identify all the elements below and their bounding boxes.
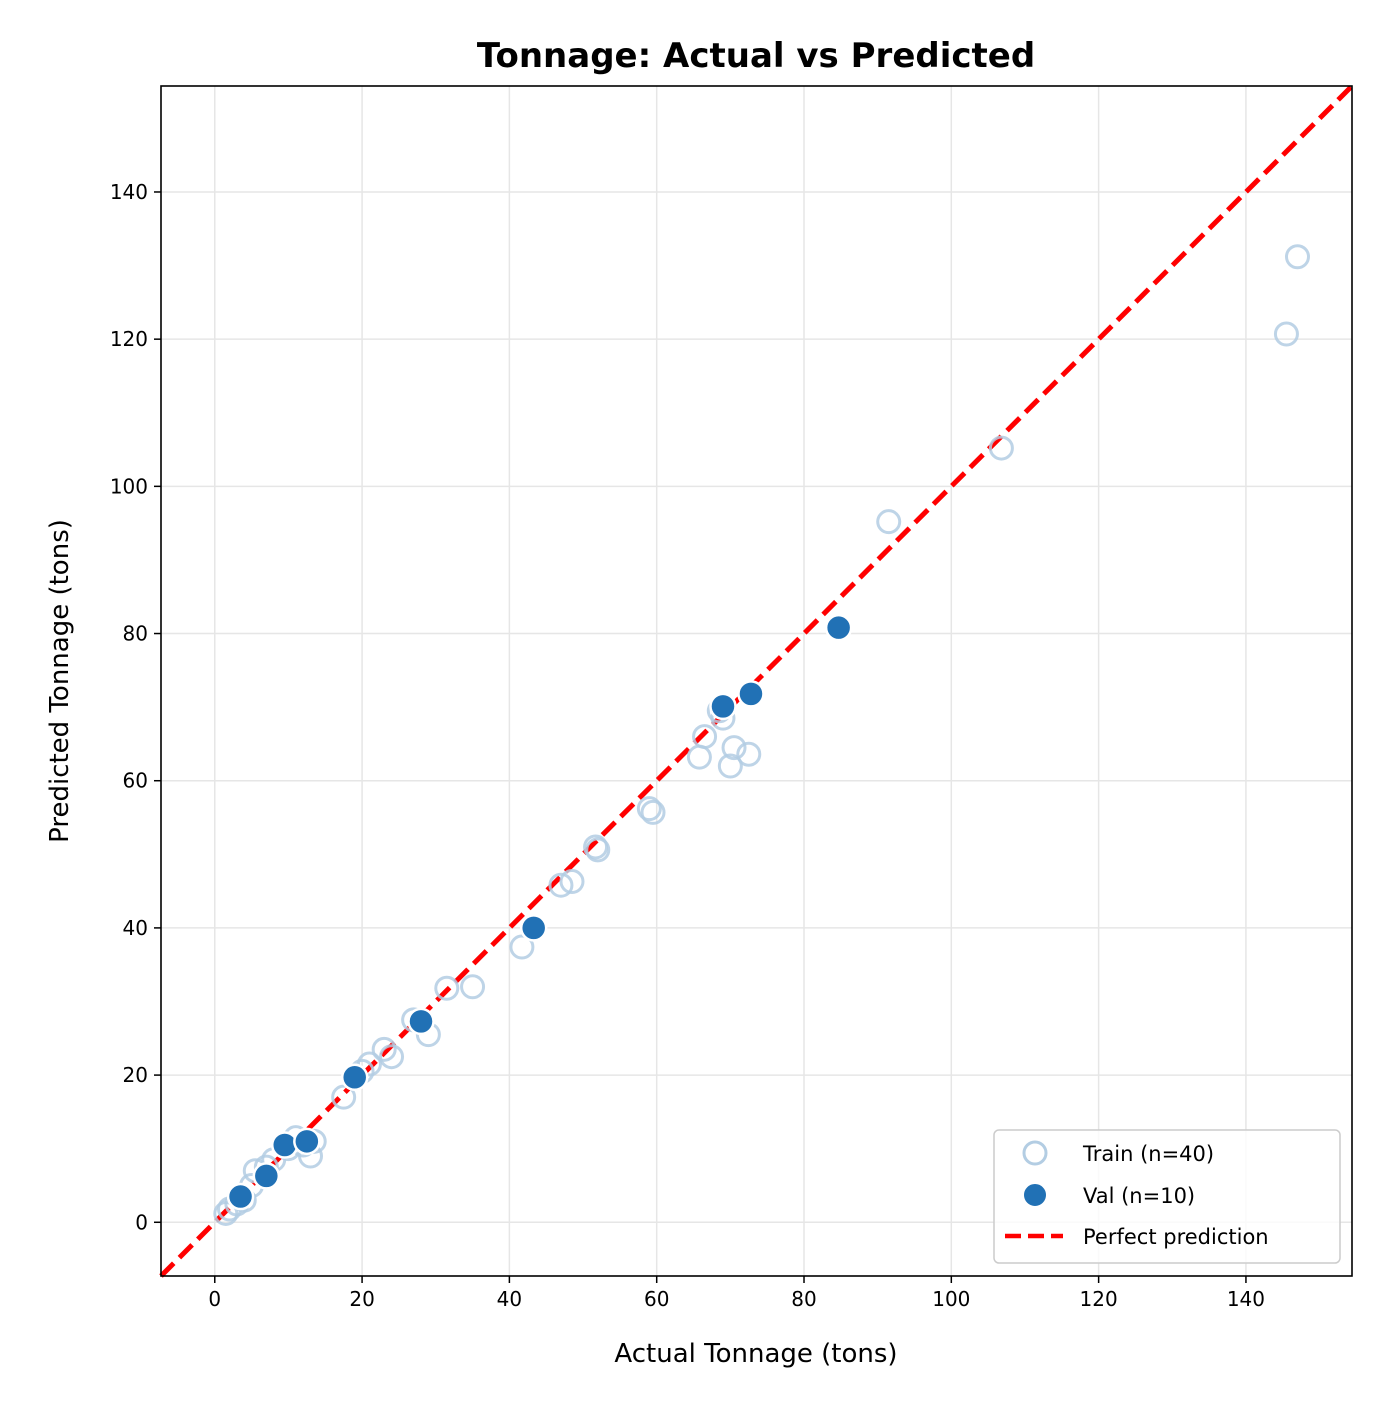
x-tick-label: 20 (349, 1287, 374, 1311)
val-point (709, 692, 737, 721)
train-point (460, 974, 486, 1000)
val-point (737, 680, 765, 708)
train-point (686, 744, 712, 770)
legend-frame (993, 1129, 1341, 1264)
val-point (519, 914, 548, 942)
x-tick-label: 100 (932, 1287, 970, 1311)
legend-val-marker (1022, 1182, 1048, 1208)
legend-train-label: Train (n=40) (1082, 1142, 1214, 1166)
train-point (356, 1051, 382, 1077)
val-point (226, 1182, 255, 1211)
y-axis-label: Predicted Tonnage (tons) (45, 519, 75, 843)
train-point (434, 975, 460, 1001)
val-point (252, 1162, 281, 1190)
train-point (876, 509, 902, 535)
train-point (585, 837, 611, 863)
perfect-prediction-line (159, 84, 1354, 1278)
train-point (548, 872, 574, 898)
legend: Train (n=40) Val (n=10) Perfect predicti… (993, 1129, 1341, 1264)
train-point (583, 834, 609, 860)
x-tick-label: 80 (791, 1287, 816, 1311)
val-point (293, 1127, 321, 1156)
points (213, 244, 1310, 1226)
train-point (736, 741, 762, 767)
train-point (1273, 321, 1299, 347)
grid (161, 86, 1352, 1276)
y-tick-label: 60 (123, 769, 148, 793)
train-point (371, 1036, 397, 1062)
x-tick-label: 120 (1080, 1287, 1118, 1311)
plot-frame (160, 85, 1353, 1277)
y-tick-label: 100 (110, 474, 148, 498)
perfect-prediction-segment (159, 84, 1354, 1278)
train-point (721, 735, 747, 761)
ticks: 0 20 40 60 80 100 120 140 0 20 40 60 80 100 120 140 (110, 180, 1265, 1311)
val-point (340, 1063, 369, 1092)
x-axis-label: Actual Tonnage (tons) (614, 1339, 897, 1369)
y-tick-label: 20 (123, 1063, 148, 1087)
y-tick-label: 0 (135, 1210, 148, 1234)
train-point (559, 869, 585, 895)
val-point (824, 613, 853, 642)
train-point (1284, 244, 1310, 270)
chart-title: Tonnage: Actual vs Predicted (477, 36, 1035, 76)
x-tick-label: 40 (497, 1287, 522, 1311)
x-tick-label: 0 (208, 1287, 221, 1311)
train-point (331, 1084, 357, 1110)
val-point (270, 1131, 299, 1159)
legend-line-label: Perfect prediction (1083, 1225, 1269, 1249)
train-point (379, 1044, 405, 1070)
x-tick-label: 140 (1227, 1287, 1265, 1311)
y-tick-label: 140 (110, 180, 148, 204)
legend-train-marker (1022, 1140, 1048, 1166)
y-tick-label: 40 (123, 916, 148, 940)
train-point (988, 435, 1014, 461)
train-point (717, 753, 743, 779)
train-point (636, 796, 662, 822)
train-point (509, 934, 535, 960)
y-tick-label: 80 (123, 622, 148, 646)
y-tick-label: 120 (110, 327, 148, 351)
val-point (407, 1007, 435, 1036)
legend-val-label: Val (n=10) (1083, 1184, 1195, 1208)
train-point (692, 724, 718, 750)
x-tick-label: 60 (644, 1287, 669, 1311)
train-point (640, 799, 666, 825)
